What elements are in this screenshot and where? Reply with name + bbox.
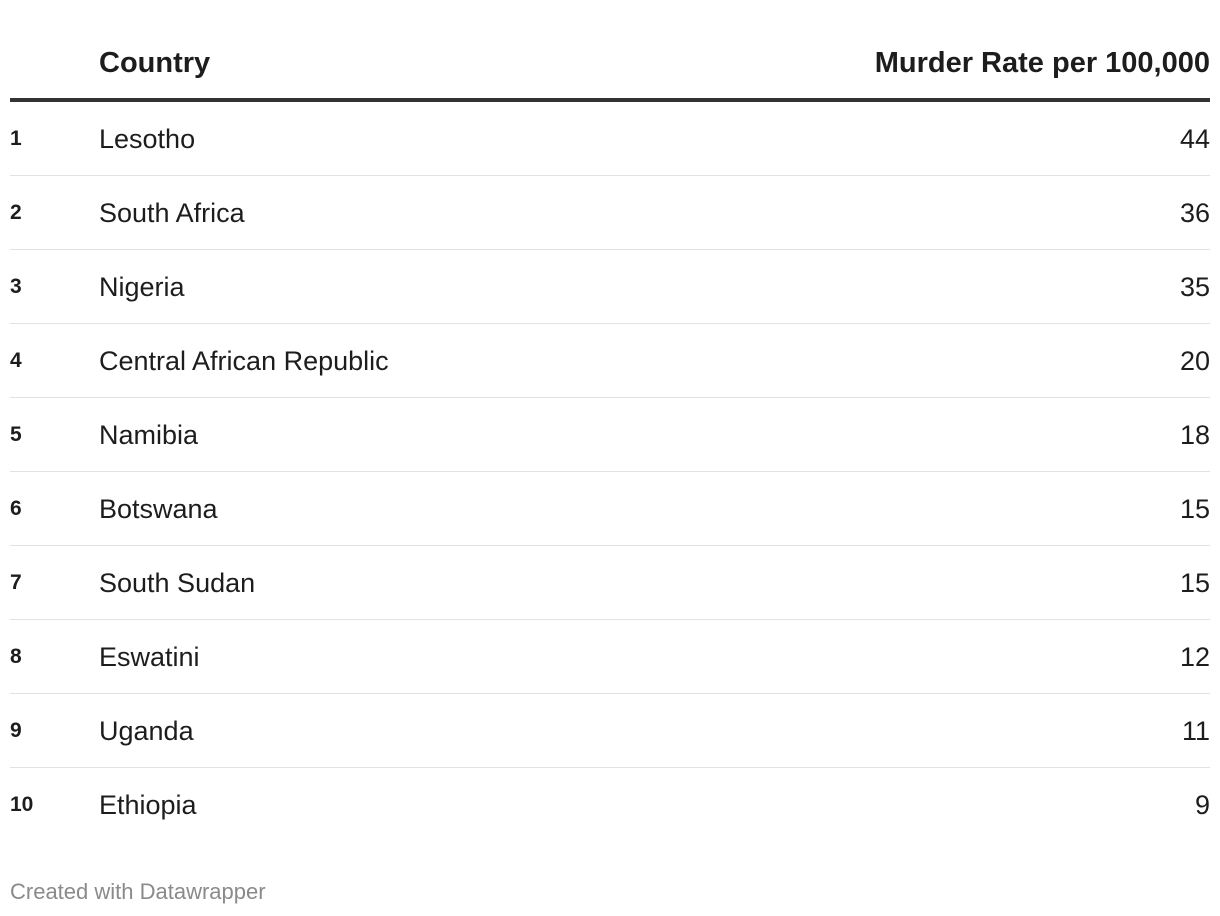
country-cell: Central African Republic: [99, 346, 389, 376]
murder-rate-cell: 18: [1179, 420, 1210, 450]
country-cell: Nigeria: [99, 272, 185, 302]
table-header-row: Country Murder Rate per 100,000: [10, 0, 1210, 102]
table-row: 8 Eswatini 12: [10, 620, 1210, 694]
rank-cell: 1: [10, 127, 22, 150]
table-row: 2 South Africa 36: [10, 176, 1210, 250]
rank-cell: 8: [10, 645, 22, 668]
table-row: 4 Central African Republic 20: [10, 324, 1210, 398]
rank-cell: 9: [10, 719, 22, 742]
table-row: 5 Namibia 18: [10, 398, 1210, 472]
column-header-murder-rate: Murder Rate per 100,000: [874, 47, 1210, 79]
table-row: 6 Botswana 15: [10, 472, 1210, 546]
table-row: 10 Ethiopia 9: [10, 768, 1210, 842]
country-cell: South Sudan: [99, 568, 256, 598]
rank-cell: 5: [10, 423, 22, 446]
murder-rate-cell: 9: [1194, 790, 1210, 820]
country-cell: Namibia: [99, 420, 199, 450]
rank-cell: 10: [10, 793, 34, 816]
country-cell: Uganda: [99, 716, 194, 746]
murder-rate-cell: 11: [1181, 716, 1210, 746]
murder-rate-cell: 12: [1179, 642, 1210, 672]
murder-rate-cell: 15: [1179, 494, 1210, 524]
rank-cell: 7: [10, 571, 22, 594]
country-cell: South Africa: [99, 198, 245, 228]
table-row: 7 South Sudan 15: [10, 546, 1210, 620]
column-header-country: Country: [99, 47, 211, 79]
table-body: 1 Lesotho 44 2 South Africa 36 3 Nigeria 35 4 Cent…: [10, 102, 1210, 842]
murder-rate-cell: 20: [1179, 346, 1210, 376]
rank-cell: 3: [10, 275, 22, 298]
murder-rate-cell: 15: [1179, 568, 1210, 598]
datawrapper-credit: Created with Datawrapper: [10, 879, 266, 904]
country-cell: Eswatini: [99, 642, 200, 672]
data-table: Country Murder Rate per 100,000 1 Lesotho…: [10, 0, 1210, 842]
murder-rate-cell: 44: [1179, 124, 1210, 154]
table-row: 1 Lesotho 44: [10, 102, 1210, 176]
rank-cell: 4: [10, 349, 22, 372]
country-cell: Ethiopia: [99, 790, 197, 820]
murder-rate-cell: 35: [1179, 272, 1210, 302]
murder-rate-cell: 36: [1179, 198, 1210, 228]
table-row: 9 Uganda 11: [10, 694, 1210, 768]
table-row: 3 Nigeria 35: [10, 250, 1210, 324]
rank-cell: 2: [10, 201, 22, 224]
rank-cell: 6: [10, 497, 22, 520]
country-cell: Botswana: [99, 494, 218, 524]
country-cell: Lesotho: [99, 124, 196, 154]
